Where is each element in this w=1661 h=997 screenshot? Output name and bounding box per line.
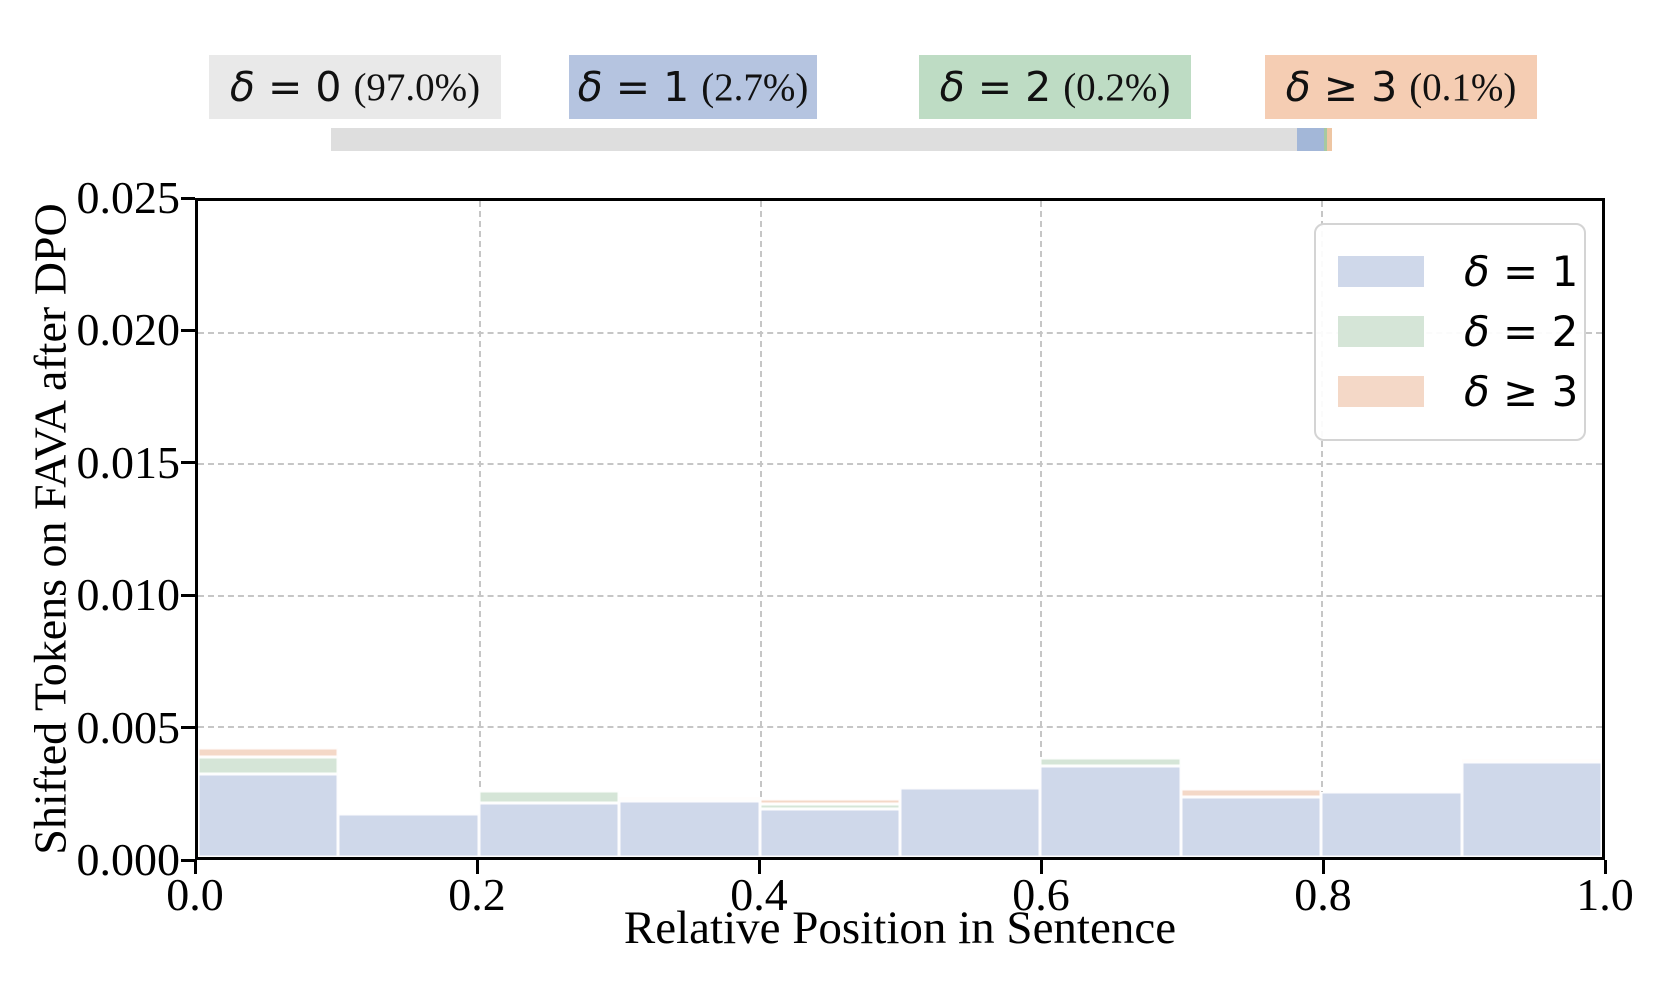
bar-segment-series-1	[619, 798, 760, 801]
top-label-delta-1: δ = 1 (2.7%)	[569, 55, 817, 119]
proportion-segment-delta-2	[1324, 128, 1328, 151]
bar-segment-series-0	[198, 774, 339, 857]
y-tick-label: 0.000	[76, 834, 181, 885]
plot-area: δ = 1 δ = 2 δ ≥ 3	[195, 198, 1605, 860]
bar-group-bin-0	[198, 201, 339, 857]
bar-group-bin-4	[759, 201, 900, 857]
top-label-delta-0: δ = 0 (97.0%)	[209, 55, 501, 119]
bar-segment-series-2	[619, 796, 760, 800]
bar-group-bin-1	[338, 201, 479, 857]
y-tick-label: 0.015	[76, 436, 181, 488]
x-tick-mark	[1603, 860, 1607, 874]
gridline-horizontal	[198, 332, 1602, 335]
histogram-bars	[198, 201, 1602, 857]
x-tick-label: 1.0	[1576, 869, 1634, 920]
gridline-vertical	[1040, 201, 1043, 857]
bar-segment-series-1	[478, 790, 620, 804]
bar-segment-series-0	[338, 813, 479, 857]
y-tick-mark	[181, 461, 195, 465]
bar-segment-series-0	[759, 808, 900, 857]
x-tick-mark	[1321, 860, 1325, 874]
legend-swatch-1	[1338, 315, 1424, 347]
top-label-delta-0-symbol: δ = 0	[229, 63, 342, 111]
bar-segment-series-1	[1040, 757, 1181, 767]
bar-group-bin-9	[1461, 201, 1602, 857]
proportion-bar	[331, 128, 1332, 151]
top-label-delta-2-percent: (0.2%)	[1063, 65, 1171, 109]
top-label-delta-0-percent: (97.0%)	[353, 65, 481, 109]
bar-segment-series-2	[1180, 789, 1322, 797]
bar-segment-series-1	[198, 757, 339, 775]
bar-segment-series-2	[759, 799, 900, 804]
proportion-segment-delta-0	[331, 128, 1298, 151]
x-tick-label: 0.0	[166, 869, 224, 920]
bar-group-bin-7	[1180, 201, 1322, 857]
bar-segment-series-2	[198, 747, 339, 758]
bar-segment-series-0	[1040, 766, 1181, 857]
y-tick-mark	[181, 196, 195, 200]
bar-group-bin-2	[478, 201, 620, 857]
top-label-delta-3plus-percent: (0.1%)	[1409, 65, 1517, 109]
bar-segment-series-1	[759, 804, 900, 809]
gridline-vertical	[759, 201, 762, 857]
y-tick-label: 0.010	[76, 569, 181, 621]
gridline-horizontal	[198, 594, 1602, 597]
bar-group-bin-3	[619, 201, 760, 857]
proportion-segment-delta-1	[1297, 128, 1325, 151]
y-tick-mark	[181, 726, 195, 730]
y-tick-label: 0.025	[76, 172, 181, 223]
x-tick-mark	[757, 860, 761, 874]
gridline-horizontal	[198, 463, 1602, 466]
legend-swatch-0	[1338, 255, 1424, 287]
bar-segment-series-0	[1321, 791, 1462, 857]
bar-segment-series-0	[900, 787, 1041, 857]
x-tick-label: 0.8	[1294, 869, 1352, 920]
legend-row-0: δ = 1	[1316, 241, 1584, 301]
y-axis-title: Shifted Tokens on FAVA after DPO	[24, 203, 76, 855]
top-label-delta-1-percent: (2.7%)	[701, 65, 809, 109]
x-tick-label: 0.2	[448, 869, 506, 920]
x-axis-title: Relative Position in Sentence	[623, 902, 1177, 954]
x-tick-mark	[193, 860, 197, 874]
bar-segment-series-0	[619, 800, 760, 857]
bar-group-bin-6	[1040, 201, 1181, 857]
y-tick-label: 0.005	[76, 701, 181, 753]
top-label-delta-3plus-symbol: δ ≥ 3	[1285, 63, 1398, 111]
top-label-delta-1-symbol: δ = 1	[577, 63, 690, 111]
legend-row-1: δ = 2	[1316, 301, 1584, 361]
legend-label-0: δ = 1	[1464, 246, 1579, 296]
legend: δ = 1 δ = 2 δ ≥ 3	[1314, 223, 1586, 441]
y-tick-mark	[181, 593, 195, 597]
legend-label-1: δ = 2	[1464, 306, 1579, 356]
gridline-vertical	[478, 201, 481, 857]
gridline-horizontal	[198, 725, 1602, 728]
legend-label-2: δ ≥ 3	[1464, 366, 1579, 416]
x-tick-label: 0.6	[1012, 869, 1070, 920]
x-tick-mark	[1039, 860, 1043, 874]
top-label-delta-2-symbol: δ = 2	[939, 63, 1052, 111]
bar-segment-series-0	[1180, 796, 1322, 857]
top-label-delta-3plus: δ ≥ 3 (0.1%)	[1265, 55, 1537, 119]
bar-segment-series-0	[1461, 761, 1602, 857]
y-tick-mark	[181, 328, 195, 332]
gridline-vertical	[1321, 201, 1324, 857]
bar-segment-series-0	[478, 803, 620, 857]
x-tick-mark	[475, 860, 479, 874]
legend-row-2: δ ≥ 3	[1316, 361, 1584, 421]
bar-segment-series-2	[1461, 758, 1602, 762]
y-tick-label: 0.020	[76, 304, 181, 356]
proportion-segment-delta-3plus	[1327, 128, 1332, 151]
bar-group-bin-8	[1321, 201, 1462, 857]
x-tick-label: 0.4	[730, 869, 788, 920]
top-label-delta-2: δ = 2 (0.2%)	[919, 55, 1191, 119]
y-tick-mark	[181, 858, 195, 862]
legend-swatch-2	[1338, 375, 1424, 407]
bar-group-bin-5	[900, 201, 1041, 857]
